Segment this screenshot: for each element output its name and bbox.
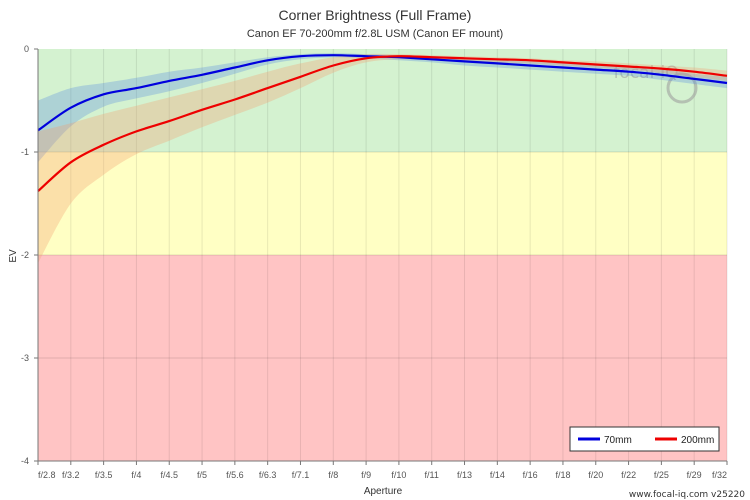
x-tick-label: f/25 bbox=[654, 470, 669, 480]
x-tick-label: f/20 bbox=[588, 470, 603, 480]
x-tick-label: f/13 bbox=[457, 470, 472, 480]
series-lines bbox=[37, 54, 728, 192]
x-tick-label: f/16 bbox=[523, 470, 538, 480]
x-tick-label: f/3.2 bbox=[62, 470, 80, 480]
credit-text: www.focal-iq.com v25220 bbox=[629, 490, 745, 500]
legend: 70mm 200mm bbox=[569, 426, 720, 452]
y-tick-label: -1 bbox=[21, 147, 29, 157]
x-tick-label: f/11 bbox=[425, 470, 439, 480]
x-tick-label: f/7.1 bbox=[292, 470, 310, 480]
x-tick-label: f/4.5 bbox=[160, 470, 178, 480]
x-tick-label: f/3.5 bbox=[95, 470, 113, 480]
chart-title: Corner Brightness (Full Frame) bbox=[279, 7, 472, 23]
x-tick-label: f/18 bbox=[555, 470, 570, 480]
x-tick-label: f/14 bbox=[490, 470, 505, 480]
y-tick-label: 0 bbox=[24, 44, 29, 54]
legend-label-200mm: 200mm bbox=[681, 435, 714, 446]
y-tick-label: -3 bbox=[21, 353, 29, 363]
y-axis-title: EV bbox=[8, 249, 19, 263]
chart-subtitle: Canon EF 70-200mm f/2.8L USM (Canon EF m… bbox=[247, 28, 503, 40]
x-tick-label: f/22 bbox=[621, 470, 636, 480]
watermark-ring-icon bbox=[666, 72, 698, 104]
x-tick-label: f/9 bbox=[361, 470, 371, 480]
x-tick-label: f/32 bbox=[712, 470, 727, 480]
y-tick-label: -4 bbox=[21, 456, 29, 466]
rating-band-1 bbox=[38, 152, 727, 255]
confidence-band-70mm bbox=[38, 53, 727, 163]
x-tick-labels: f/2.8 f/3.2 f/3.5 f/4 f/4.5 f/5 f/5.6 f/6.3 f/7.… bbox=[37, 461, 728, 480]
x-tick-label: f/2.8 bbox=[38, 470, 56, 480]
legend-label-70mm: 70mm bbox=[604, 435, 632, 446]
grid-lines bbox=[37, 49, 728, 461]
x-tick-label: f/5 bbox=[197, 470, 207, 480]
x-tick-label: f/10 bbox=[391, 470, 406, 480]
x-tick-label: f/29 bbox=[687, 470, 702, 480]
y-tick-labels: 0 -1 -2 -3 -4 bbox=[21, 44, 38, 466]
y-tick-label: -2 bbox=[21, 250, 29, 260]
x-tick-label: f/5.6 bbox=[226, 470, 244, 480]
x-tick-label: f/6.3 bbox=[259, 470, 277, 480]
x-tick-label: f/4 bbox=[131, 470, 141, 480]
x-tick-label: f/8 bbox=[328, 470, 338, 480]
series-line-200mm bbox=[37, 55, 728, 192]
x-axis-title: Aperture bbox=[364, 486, 403, 497]
